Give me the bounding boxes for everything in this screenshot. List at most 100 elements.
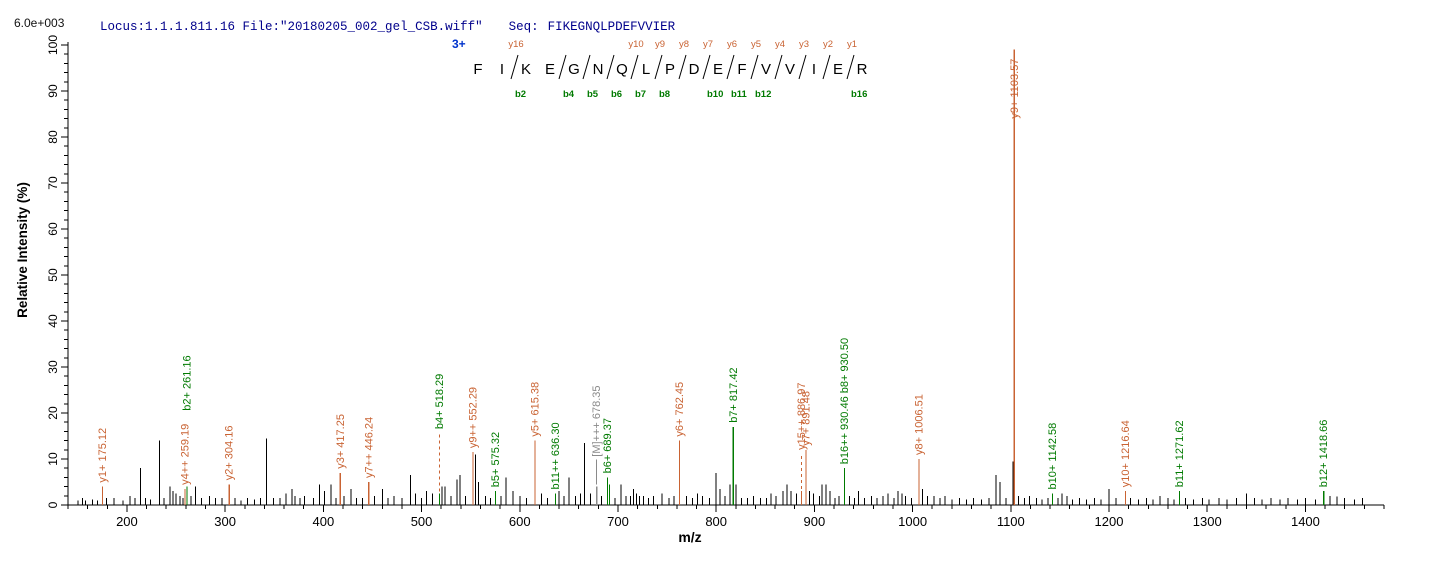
y-tick-label: 60 xyxy=(46,222,60,236)
intensity-scale-note: 6.0e+003 xyxy=(14,16,65,30)
peak-label-y6+: y6+ 762.45 xyxy=(674,382,686,437)
peak-label-b4+: b4+ 518.29 xyxy=(434,374,446,429)
y-ion-label-y6: y6 xyxy=(727,39,737,50)
y-ion-label-y16: y16 xyxy=(508,39,523,50)
b-ion-label-b2: b2 xyxy=(515,89,526,100)
residue-15-I: I xyxy=(812,61,816,78)
y-tick-label: 70 xyxy=(46,176,60,190)
cleavage-mark xyxy=(702,54,711,80)
peak-label-y4++: y4++ 259.19 xyxy=(180,424,192,485)
residue-1-F: F xyxy=(473,61,482,78)
x-tick-label: 500 xyxy=(411,514,433,529)
cleavage-mark xyxy=(558,54,567,80)
peak-label-b10+: b10+ 1142.58 xyxy=(1047,423,1059,490)
cleavage-mark xyxy=(798,54,807,80)
x-tick-label: 400 xyxy=(312,514,334,529)
x-tick-label: 700 xyxy=(607,514,629,529)
peak-label-y8+: y8+ 1006.51 xyxy=(913,394,925,455)
y-ion-label-y1: y1 xyxy=(847,39,857,50)
residue-11-E: E xyxy=(713,61,723,78)
residue-9-P: P xyxy=(665,61,675,78)
residue-12-F: F xyxy=(737,61,746,78)
residue-14-V: V xyxy=(785,61,795,78)
seq-label: Seq: xyxy=(508,20,539,34)
y-tick-label: 90 xyxy=(46,84,60,98)
cleavage-mark xyxy=(678,54,687,80)
y-ion-label-y7: y7 xyxy=(703,39,713,50)
x-tick-label: 1200 xyxy=(1095,514,1124,529)
cleavage-mark xyxy=(510,54,519,80)
residue-17-R: R xyxy=(857,61,868,78)
x-tick-label: 1000 xyxy=(898,514,927,529)
peak-label-y5+: y5+ 615.38 xyxy=(529,382,541,437)
x-tick-label: 1400 xyxy=(1291,514,1320,529)
residue-16-E: E xyxy=(833,61,843,78)
y-tick-label: 20 xyxy=(46,406,60,420)
cleavage-mark xyxy=(774,54,783,80)
residue-8-L: L xyxy=(642,61,650,78)
y-ion-label-y10: y10 xyxy=(628,39,643,50)
y-tick-label: 80 xyxy=(46,130,60,144)
peak-label-y3+: y3+ 417.25 xyxy=(335,414,347,469)
peak-label-b16++/b8+: b16++ 930.46 b8+ 930.50 xyxy=(839,338,851,464)
cleavage-mark xyxy=(750,54,759,80)
peak-label-y1+: y1+ 175.12 xyxy=(97,428,109,483)
peak-label-y15++: y15++ 886.97 xyxy=(796,383,808,450)
residue-5-G: G xyxy=(568,61,580,78)
cleavage-mark xyxy=(846,54,855,80)
y-axis-title: Relative Intensity (%) xyxy=(15,182,30,318)
b-ion-label-b6: b6 xyxy=(611,89,622,100)
x-tick-label: 300 xyxy=(214,514,236,529)
y-ion-label-y3: y3 xyxy=(799,39,809,50)
y-tick-label: 100 xyxy=(46,35,60,55)
cleavage-mark xyxy=(726,54,735,80)
b-ion-label-b10: b10 xyxy=(707,89,723,100)
residue-13-V: V xyxy=(761,61,771,78)
precursor-charge: 3+ xyxy=(452,37,466,51)
peak-label-b11+: b11+ 1271.62 xyxy=(1174,420,1186,487)
sequence-text: FIKEGNQLPDEFVVIER xyxy=(547,20,676,34)
x-tick-label: 600 xyxy=(509,514,531,529)
residue-7-Q: Q xyxy=(616,61,628,78)
b-ion-label-b16: b16 xyxy=(851,89,867,100)
b-ion-label-b7: b7 xyxy=(635,89,646,100)
y-ion-label-y8: y8 xyxy=(679,39,689,50)
cleavage-mark xyxy=(630,54,639,80)
peak-label-y7++: y7++ 446.24 xyxy=(363,417,375,478)
residue-4-E: E xyxy=(545,61,555,78)
peak-label-y2+: y2+ 304.16 xyxy=(224,426,236,481)
y-ion-label-y9: y9 xyxy=(655,39,665,50)
x-tick-label: 1300 xyxy=(1193,514,1222,529)
y-tick-label: 0 xyxy=(46,501,60,508)
b-ion-label-b8: b8 xyxy=(659,89,670,100)
peak-label-b5+: b5+ 575.32 xyxy=(490,432,502,487)
residue-3-K: K xyxy=(521,61,531,78)
peak-label-y9+: y9+ 1103.57 xyxy=(1009,59,1021,119)
x-tick-label: 800 xyxy=(705,514,727,529)
y-tick-label: 50 xyxy=(46,268,60,282)
b-ion-label-b5: b5 xyxy=(587,89,599,100)
y-tick-label: 10 xyxy=(46,452,60,466)
peak-label-b2+: b2+ 261.16 xyxy=(181,355,193,410)
residue-6-N: N xyxy=(593,61,604,78)
x-tick-label: 200 xyxy=(116,514,138,529)
peak-label-b11++: b11++ 636.30 xyxy=(550,422,562,489)
residue-2-I: I xyxy=(500,61,504,78)
header-line: Locus:1.1.1.811.16 File:"20180205_002_ge… xyxy=(70,6,675,48)
x-axis-title: m/z xyxy=(678,529,701,545)
cleavage-mark xyxy=(654,54,663,80)
peak-label-b6+: b6+ 689.37 xyxy=(602,418,614,473)
b-ion-label-b4: b4 xyxy=(563,89,575,100)
cleavage-mark xyxy=(606,54,615,80)
x-tick-label: 900 xyxy=(804,514,826,529)
peak-label-y9++: y9++ 552.29 xyxy=(467,387,479,448)
y-ion-label-y5: y5 xyxy=(751,39,761,50)
locus-file-text: Locus:1.1.1.811.16 File:"20180205_002_ge… xyxy=(100,20,483,34)
peak-label-b12+: b12+ 1418.66 xyxy=(1318,420,1330,488)
b-ion-label-b12: b12 xyxy=(755,89,771,100)
residue-10-D: D xyxy=(689,61,700,78)
y-tick-label: 30 xyxy=(46,360,60,374)
